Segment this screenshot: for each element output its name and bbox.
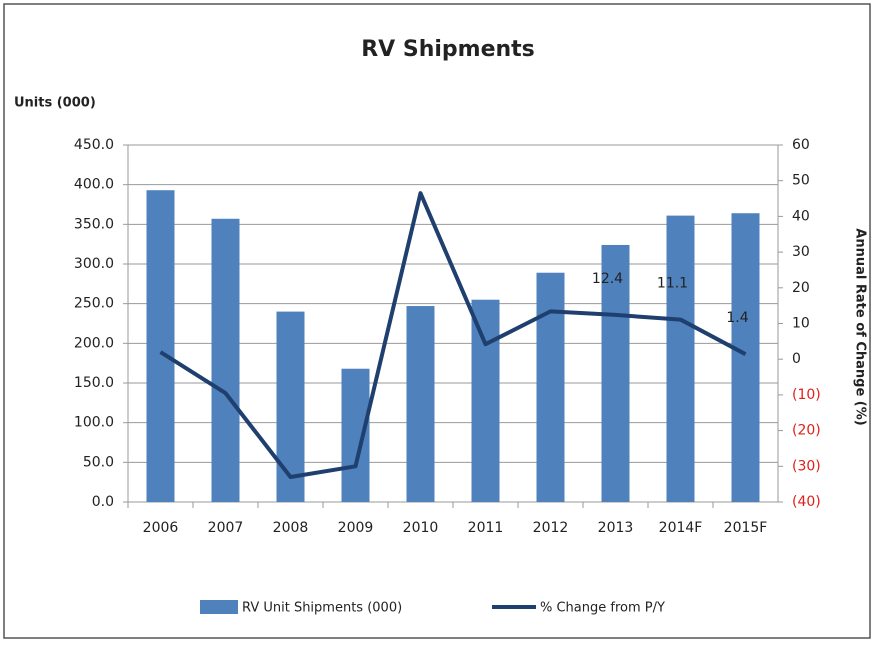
x-tick-label: 2012 bbox=[533, 520, 569, 536]
y2-tick-label: 50 bbox=[792, 173, 810, 189]
y2-tick-label: (10) bbox=[792, 387, 821, 403]
data-label: 1.4 bbox=[726, 310, 748, 326]
bar bbox=[211, 218, 240, 502]
x-tick-label: 2007 bbox=[208, 520, 244, 536]
bar bbox=[146, 190, 175, 502]
y2-tick-label: (30) bbox=[792, 458, 821, 474]
y2-tick-label: 10 bbox=[792, 316, 810, 332]
bar bbox=[471, 299, 500, 502]
data-label: 11.1 bbox=[657, 276, 688, 292]
y-tick-label: 0.0 bbox=[92, 494, 114, 510]
legend-label: % Change from P/Y bbox=[540, 601, 665, 616]
bar bbox=[601, 244, 630, 502]
x-tick-label: 2014F bbox=[659, 520, 703, 536]
x-tick-label: 2010 bbox=[403, 520, 439, 536]
y-tick-label: 400.0 bbox=[74, 177, 114, 193]
y2-tick-label: 30 bbox=[792, 244, 810, 260]
y2-axis-label: Annual Rate of Change (%) bbox=[853, 228, 868, 425]
y2-tick-label: 60 bbox=[792, 137, 810, 153]
legend-label: RV Unit Shipments (000) bbox=[242, 601, 402, 616]
y-tick-label: 250.0 bbox=[74, 296, 114, 312]
bar bbox=[731, 213, 760, 502]
y2-tick-label: 20 bbox=[792, 280, 810, 296]
y2-tick-label: (40) bbox=[792, 494, 821, 510]
x-tick-label: 2011 bbox=[468, 520, 504, 536]
y2-tick-label: 40 bbox=[792, 208, 810, 224]
y-tick-label: 200.0 bbox=[74, 335, 114, 351]
y-axis-label: Units (000) bbox=[14, 96, 96, 111]
line bbox=[159, 191, 747, 480]
data-label: 12.4 bbox=[592, 271, 623, 287]
bar bbox=[536, 272, 565, 502]
y-tick-label: 100.0 bbox=[74, 415, 114, 431]
y-tick-label: 450.0 bbox=[74, 137, 114, 153]
y-tick-label: 300.0 bbox=[74, 256, 114, 272]
chart-title: RV Shipments bbox=[361, 37, 535, 62]
y-tick-label: 50.0 bbox=[83, 454, 114, 470]
bar bbox=[406, 306, 435, 502]
y-tick-label: 150.0 bbox=[74, 375, 114, 391]
bar bbox=[341, 368, 370, 502]
legend-swatch bbox=[200, 600, 238, 614]
y-tick-label: 350.0 bbox=[74, 216, 114, 232]
x-tick-label: 2008 bbox=[273, 520, 309, 536]
bar bbox=[276, 311, 305, 502]
bar bbox=[666, 215, 695, 502]
x-tick-label: 2009 bbox=[338, 520, 374, 536]
x-tick-label: 2006 bbox=[143, 520, 179, 536]
x-tick-label: 2013 bbox=[598, 520, 634, 536]
x-tick-label: 2015F bbox=[724, 520, 768, 536]
y2-tick-label: (20) bbox=[792, 423, 821, 439]
y2-tick-label: 0 bbox=[792, 351, 801, 367]
